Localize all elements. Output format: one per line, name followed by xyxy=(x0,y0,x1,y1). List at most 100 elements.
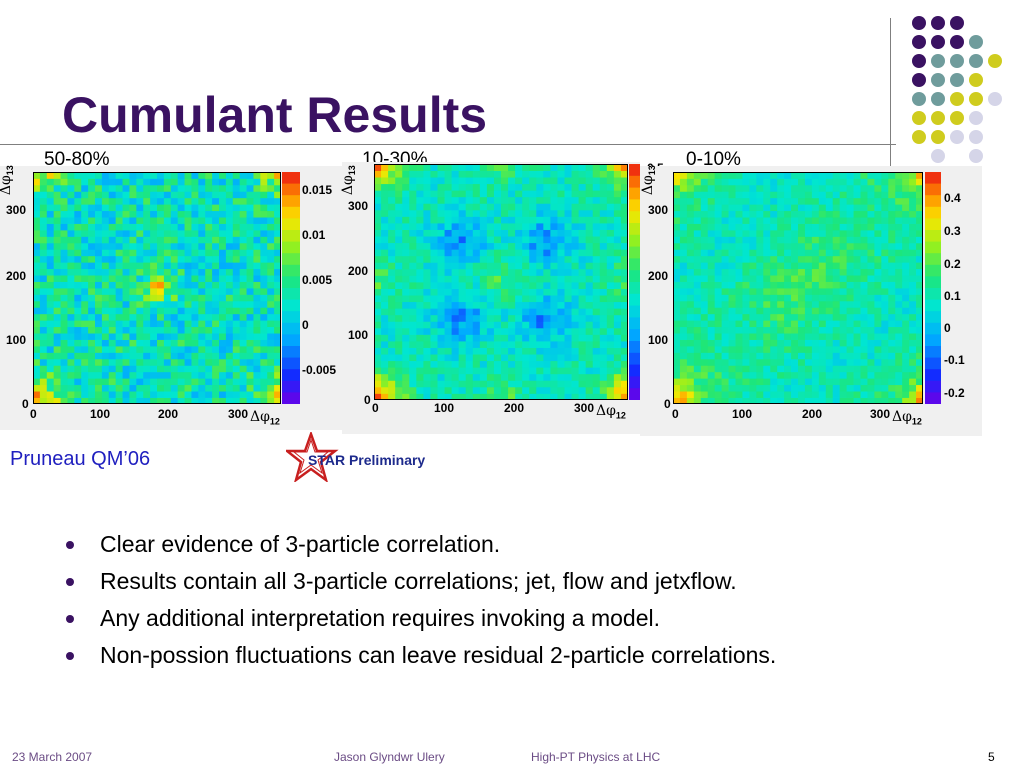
heatmap-cell xyxy=(246,268,254,276)
heatmap-cell xyxy=(770,391,778,398)
heatmap-cell xyxy=(909,378,917,386)
heatmap-cell xyxy=(881,197,889,205)
heatmap-cell xyxy=(395,170,403,178)
heatmap-cell xyxy=(253,178,261,186)
heatmap-cell xyxy=(444,295,453,303)
heatmap-cell xyxy=(163,288,172,295)
heatmap-cell xyxy=(416,288,424,296)
heatmap-cell xyxy=(157,371,165,379)
heatmap-cell xyxy=(423,334,431,342)
heatmap-cell xyxy=(679,326,688,334)
heatmap-cell xyxy=(101,307,110,315)
heatmap-cell xyxy=(679,294,688,302)
heatmap-cell xyxy=(430,314,438,322)
heatmap-cell xyxy=(374,327,382,335)
heatmap-cell xyxy=(170,197,179,205)
heatmap-cell xyxy=(219,230,227,237)
heatmap-cell xyxy=(143,281,151,289)
heatmap-cell xyxy=(115,378,123,386)
heatmap-cell xyxy=(253,339,261,347)
heatmap-cell xyxy=(388,354,396,362)
heatmap-cell xyxy=(212,191,220,199)
heatmap-cell xyxy=(679,275,688,282)
heatmap-cell xyxy=(374,223,382,230)
heatmap-cell xyxy=(728,371,736,379)
heatmap-cell xyxy=(707,346,716,353)
heatmap-cell xyxy=(613,295,622,303)
decorative-dot xyxy=(912,92,926,106)
heatmap-cell xyxy=(909,210,917,218)
heatmap-cell xyxy=(402,301,410,309)
heatmap-cell xyxy=(479,190,488,198)
heatmap-cell xyxy=(136,255,144,263)
heatmap-cell xyxy=(409,308,417,316)
heatmap-cell xyxy=(219,191,227,199)
heatmap-cell xyxy=(129,242,137,250)
bullet-item: Any additional interpretation requires i… xyxy=(66,600,776,637)
heatmap-cell xyxy=(274,352,281,360)
colorbar-segment xyxy=(282,357,300,370)
heatmap-cell xyxy=(756,172,764,179)
heatmap-cell xyxy=(902,294,910,302)
heatmap-cell xyxy=(777,210,785,218)
heatmap-cell xyxy=(763,320,771,328)
heatmap-cell xyxy=(60,178,68,186)
heatmap-cell xyxy=(777,371,785,379)
heatmap-cell xyxy=(458,216,467,224)
heatmap-cell xyxy=(564,196,572,204)
heatmap-cell xyxy=(81,255,89,263)
heatmap-cell xyxy=(557,209,565,217)
heatmap-cell xyxy=(777,172,785,179)
heatmap-cell xyxy=(756,184,764,192)
heatmap-cell xyxy=(825,178,834,186)
heatmap-cell xyxy=(508,282,516,289)
heatmap-cell xyxy=(784,249,792,257)
heatmap-cell xyxy=(673,275,681,282)
heatmap-cell xyxy=(770,172,778,179)
heatmap-cell xyxy=(184,210,192,218)
heatmap-cell xyxy=(122,384,130,392)
heatmap-cell xyxy=(693,242,702,250)
heatmap-cell xyxy=(205,397,213,404)
heatmap-cell xyxy=(804,346,813,353)
heatmap-cell xyxy=(143,300,151,308)
decorative-dot xyxy=(969,130,983,144)
heatmap-cell xyxy=(693,178,702,186)
heatmap-cell xyxy=(679,230,688,237)
heatmap-cell xyxy=(749,339,757,347)
heatmap-cell xyxy=(804,217,813,224)
heatmap-cell xyxy=(557,308,565,316)
colorbar-segment xyxy=(925,311,941,324)
heatmap-cell xyxy=(550,223,558,230)
heatmap-cell xyxy=(515,373,523,381)
heatmap-cell xyxy=(578,386,587,394)
heatmap-cell xyxy=(486,216,495,224)
heatmap-cell xyxy=(749,300,757,308)
heatmap-cell xyxy=(95,352,103,360)
heatmap-cell xyxy=(267,255,275,263)
heatmap-cell xyxy=(679,242,688,250)
heatmap-cell xyxy=(157,242,165,250)
heatmap-cell xyxy=(101,223,110,231)
heatmap-cell xyxy=(225,320,234,328)
y-tick: 100 xyxy=(648,333,669,347)
heatmap-cell xyxy=(274,300,281,308)
heatmap-cell xyxy=(136,197,144,205)
heatmap-cell xyxy=(564,354,572,362)
heatmap-cell xyxy=(33,210,41,218)
heatmap-cell xyxy=(239,371,247,379)
heatmap-cell xyxy=(232,255,241,263)
colorbar-segment xyxy=(282,218,300,231)
heatmap-cell xyxy=(129,210,137,218)
heatmap-cell xyxy=(818,178,827,186)
heatmap-cell xyxy=(798,249,806,257)
heatmap-cell xyxy=(501,386,509,394)
heatmap-cell xyxy=(860,384,868,392)
heatmap-cell xyxy=(274,172,281,179)
heatmap-cell xyxy=(177,191,185,199)
heatmap-cell xyxy=(416,341,424,348)
heatmap-cell xyxy=(536,301,544,309)
heatmap-cell xyxy=(225,313,234,321)
heatmap-cell xyxy=(191,288,199,295)
heatmap-cell xyxy=(881,320,889,328)
